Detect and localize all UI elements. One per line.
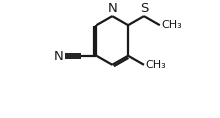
Text: CH₃: CH₃ xyxy=(161,20,182,30)
Text: CH₃: CH₃ xyxy=(146,60,166,70)
Text: N: N xyxy=(107,2,117,15)
Text: N: N xyxy=(53,50,63,63)
Text: S: S xyxy=(140,2,148,15)
